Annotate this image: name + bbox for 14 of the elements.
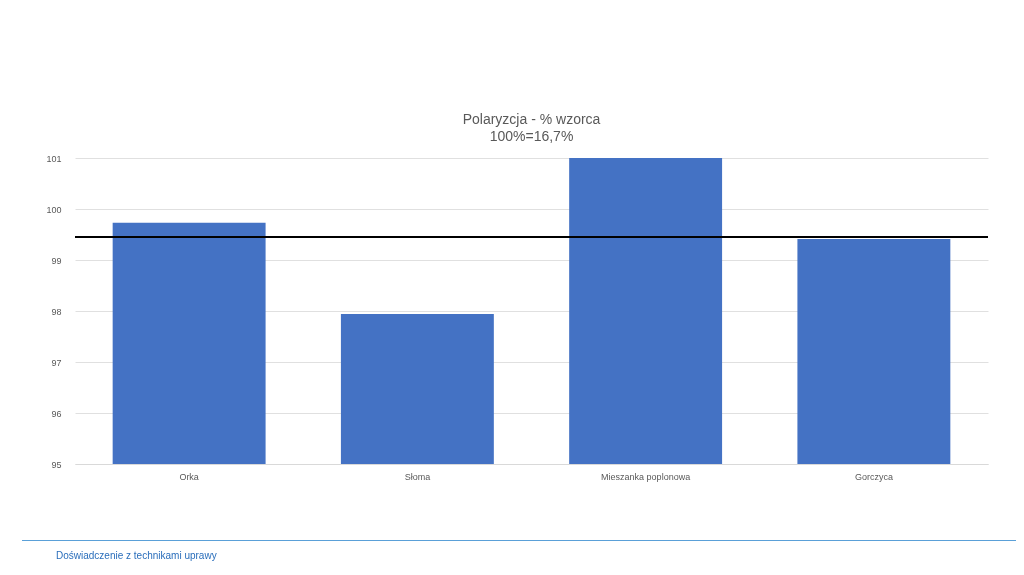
x-tick-label: Słoma <box>404 471 431 482</box>
y-tick-label: 101 <box>46 153 62 164</box>
y-tick-label: 95 <box>51 459 62 470</box>
x-tick-label: Orka <box>179 471 199 482</box>
y-tick-label: 100 <box>46 204 62 215</box>
y-tick-label: 98 <box>51 306 62 317</box>
chart-title: Polaryzcja - % wzorca <box>462 111 601 127</box>
chart-subtitle: 100%=16,7% <box>489 128 574 144</box>
x-tick-label: Mieszanka poplonowa <box>601 471 691 482</box>
y-tick-label: 96 <box>51 408 62 419</box>
y-tick-label: 97 <box>51 357 62 368</box>
x-tick-label: Gorczyca <box>854 471 893 482</box>
y-tick-label: 99 <box>51 255 62 266</box>
text: Doświadczenie z technikami uprawy <box>56 550 217 561</box>
